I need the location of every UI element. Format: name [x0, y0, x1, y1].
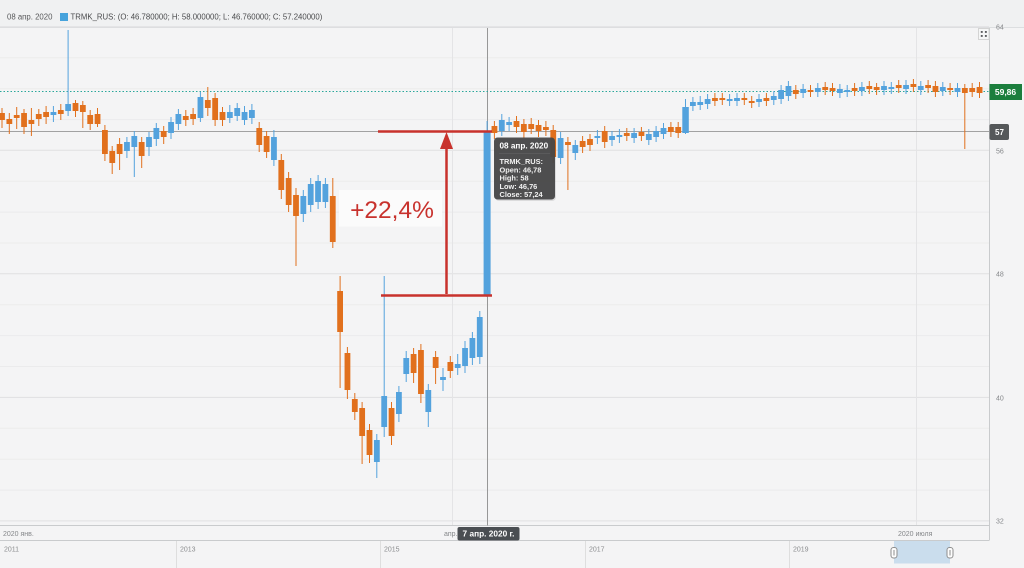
svg-text:32: 32 — [996, 519, 1004, 526]
svg-text:Low: 46,76: Low: 46,76 — [500, 182, 538, 191]
svg-text:Open: 46,78: Open: 46,78 — [500, 165, 542, 174]
svg-text:48: 48 — [996, 272, 1004, 279]
svg-text:апр.: апр. — [444, 531, 458, 538]
svg-text:40: 40 — [996, 396, 1004, 403]
svg-text:Close: 57,24: Close: 57,24 — [500, 190, 544, 199]
svg-text:TRMK_RUS: (O: 46.780000; H: 58: TRMK_RUS: (O: 46.780000; H: 58.000000; L… — [71, 13, 323, 22]
svg-text:2013: 2013 — [180, 547, 196, 554]
svg-text:2019: 2019 — [793, 547, 809, 554]
svg-text:64: 64 — [996, 25, 1004, 32]
svg-text:2017: 2017 — [589, 547, 605, 554]
svg-text:59,86: 59,86 — [995, 87, 1017, 97]
svg-text:+22,4%: +22,4% — [350, 197, 434, 224]
svg-text:56: 56 — [996, 149, 1004, 156]
svg-text:2020 июля: 2020 июля — [898, 531, 933, 538]
svg-text:7 апр. 2020 г.: 7 апр. 2020 г. — [463, 529, 515, 539]
svg-text:High: 58: High: 58 — [500, 174, 529, 183]
svg-text:2020 янв.: 2020 янв. — [3, 531, 34, 538]
svg-text:57: 57 — [995, 128, 1004, 137]
svg-text:08 апр. 2020: 08 апр. 2020 — [7, 13, 53, 22]
svg-text:2015: 2015 — [384, 547, 400, 554]
svg-text:TRMK_RUS:: TRMK_RUS: — [500, 157, 544, 166]
svg-text:2011: 2011 — [4, 547, 19, 554]
svg-text:08 апр. 2020: 08 апр. 2020 — [500, 142, 549, 151]
